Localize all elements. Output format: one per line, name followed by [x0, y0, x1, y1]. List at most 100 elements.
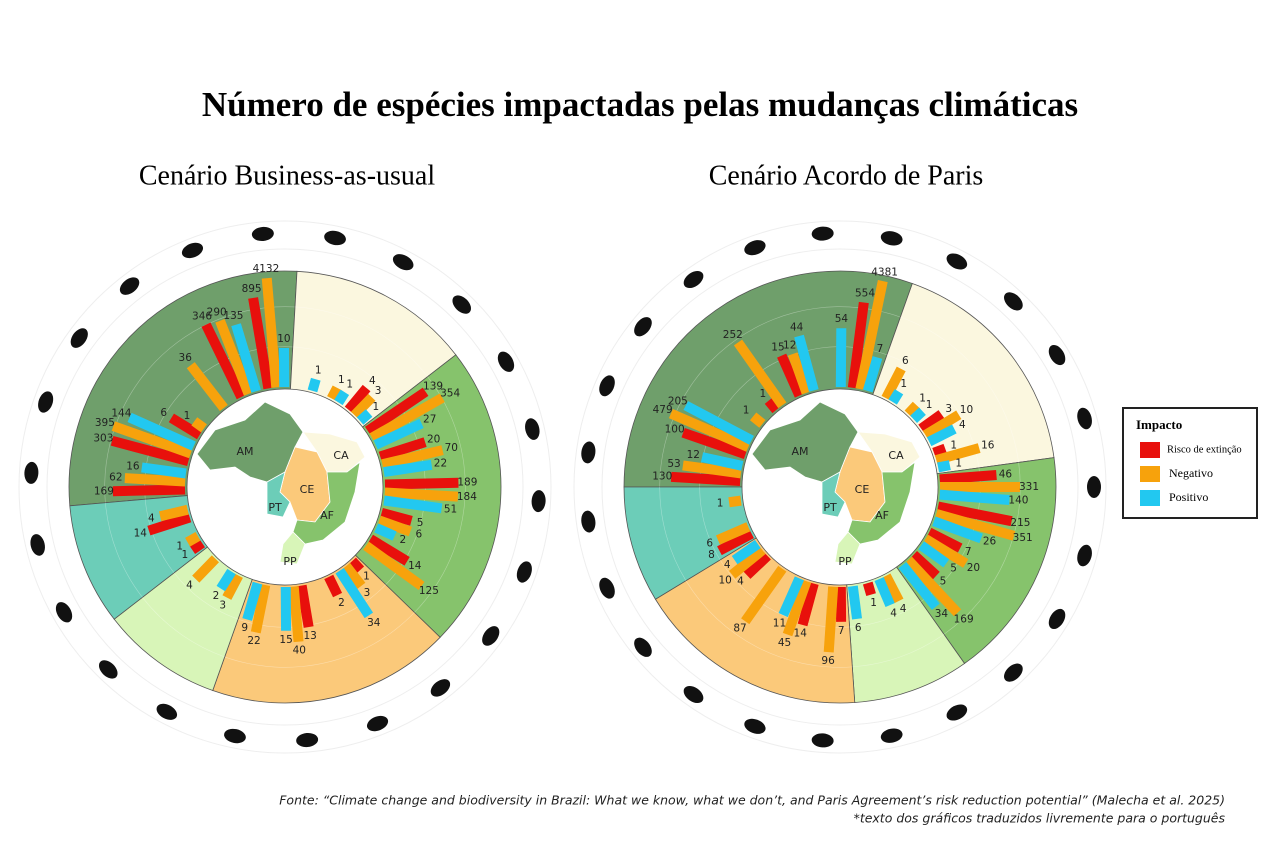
bar: [782, 579, 812, 637]
bar: [374, 523, 397, 541]
bar: [383, 459, 433, 477]
legend-swatch: [1140, 442, 1160, 458]
value-label: 7: [877, 343, 884, 355]
legend-label: Negativo: [1169, 466, 1213, 480]
value-label: 2: [213, 590, 220, 602]
map-label: CE: [855, 483, 870, 496]
value-label: 34: [367, 617, 381, 629]
bar: [364, 387, 429, 436]
bar: [288, 586, 304, 643]
bar: [215, 318, 254, 396]
bar: [231, 323, 261, 393]
value-label: 4: [148, 512, 155, 524]
value-label: 5: [417, 517, 424, 529]
value-label: 6: [902, 355, 909, 367]
bar: [926, 527, 963, 553]
bar: [369, 393, 445, 443]
value-label: 205: [668, 395, 688, 407]
value-label: 14: [794, 628, 808, 640]
legend-label: Risco de extinção: [1167, 444, 1242, 455]
bar: [344, 384, 371, 414]
taxon-icon: [880, 231, 903, 246]
value-label: 40: [293, 645, 306, 657]
value-label: 1: [743, 405, 750, 417]
value-label: 479: [653, 404, 673, 416]
sector: [895, 457, 1057, 665]
map-region: [292, 461, 361, 545]
bar: [350, 393, 376, 419]
bar: [918, 410, 945, 433]
value-label: 331: [1019, 481, 1039, 493]
bar: [788, 352, 812, 395]
taxon-icon: [430, 679, 451, 697]
bar: [777, 353, 804, 398]
bar: [307, 377, 321, 393]
ring: [18, 220, 552, 754]
bar: [383, 495, 443, 514]
bar: [910, 550, 940, 580]
chart-title: Cenário Acordo de Paris: [709, 160, 984, 191]
map-label: AF: [875, 509, 889, 522]
bar: [855, 280, 888, 391]
value-label: 22: [434, 457, 447, 469]
bar: [797, 582, 819, 627]
bar: [847, 585, 862, 620]
value-label: 215: [1010, 517, 1030, 529]
value-label: 12: [783, 340, 796, 352]
value-label: 144: [111, 408, 131, 420]
bar: [335, 567, 374, 619]
bar: [158, 504, 189, 522]
value-label: 1: [926, 399, 933, 411]
main-title: Número de espécies impactadas pelas muda…: [202, 85, 1078, 124]
value-label: 51: [444, 504, 457, 516]
bar: [937, 501, 1013, 527]
taxon-icon: [683, 270, 704, 289]
bar: [939, 489, 1010, 505]
value-label: 1: [900, 378, 907, 390]
value-label: 1: [955, 457, 962, 469]
taxon-icon: [98, 660, 118, 679]
taxon-icon: [296, 732, 319, 748]
bar: [112, 484, 186, 497]
value-label: 139: [423, 381, 443, 393]
value-label: 1: [919, 393, 926, 405]
value-label: 2: [400, 534, 407, 546]
bar: [367, 534, 410, 566]
taxon-icon: [581, 441, 596, 464]
bar: [261, 277, 282, 388]
bar: [862, 356, 883, 393]
bar: [835, 586, 847, 622]
value-label: 354: [440, 387, 460, 399]
bar: [728, 495, 742, 508]
value-label: 1: [346, 379, 353, 391]
taxon-icon: [1004, 292, 1023, 311]
bar: [764, 397, 781, 414]
sector: [872, 282, 1055, 475]
taxon-icon: [811, 733, 834, 748]
value-label: 7: [965, 546, 972, 558]
value-label: 252: [723, 329, 743, 341]
bar: [216, 568, 236, 592]
bar: [731, 539, 761, 565]
value-label: 10: [960, 404, 973, 416]
taxon-icon: [683, 685, 704, 704]
taxon-icon: [156, 703, 178, 720]
bar: [342, 563, 366, 589]
value-label: 1: [950, 440, 957, 452]
value-label: 1: [717, 497, 724, 509]
map-region: [821, 471, 846, 518]
bar: [348, 557, 365, 574]
bar: [373, 418, 424, 450]
brazil-map: AM CA CE PT AF PP: [196, 401, 366, 568]
value-label: 1: [373, 401, 380, 413]
sector: [623, 486, 757, 600]
map-region: [279, 531, 306, 565]
ring-grid: [414, 376, 466, 613]
value-label: 10: [277, 333, 290, 345]
bar: [922, 534, 969, 568]
bar: [110, 435, 190, 467]
bar: [926, 424, 957, 447]
value-label: 4: [369, 375, 376, 387]
value-label: 14: [134, 527, 148, 539]
